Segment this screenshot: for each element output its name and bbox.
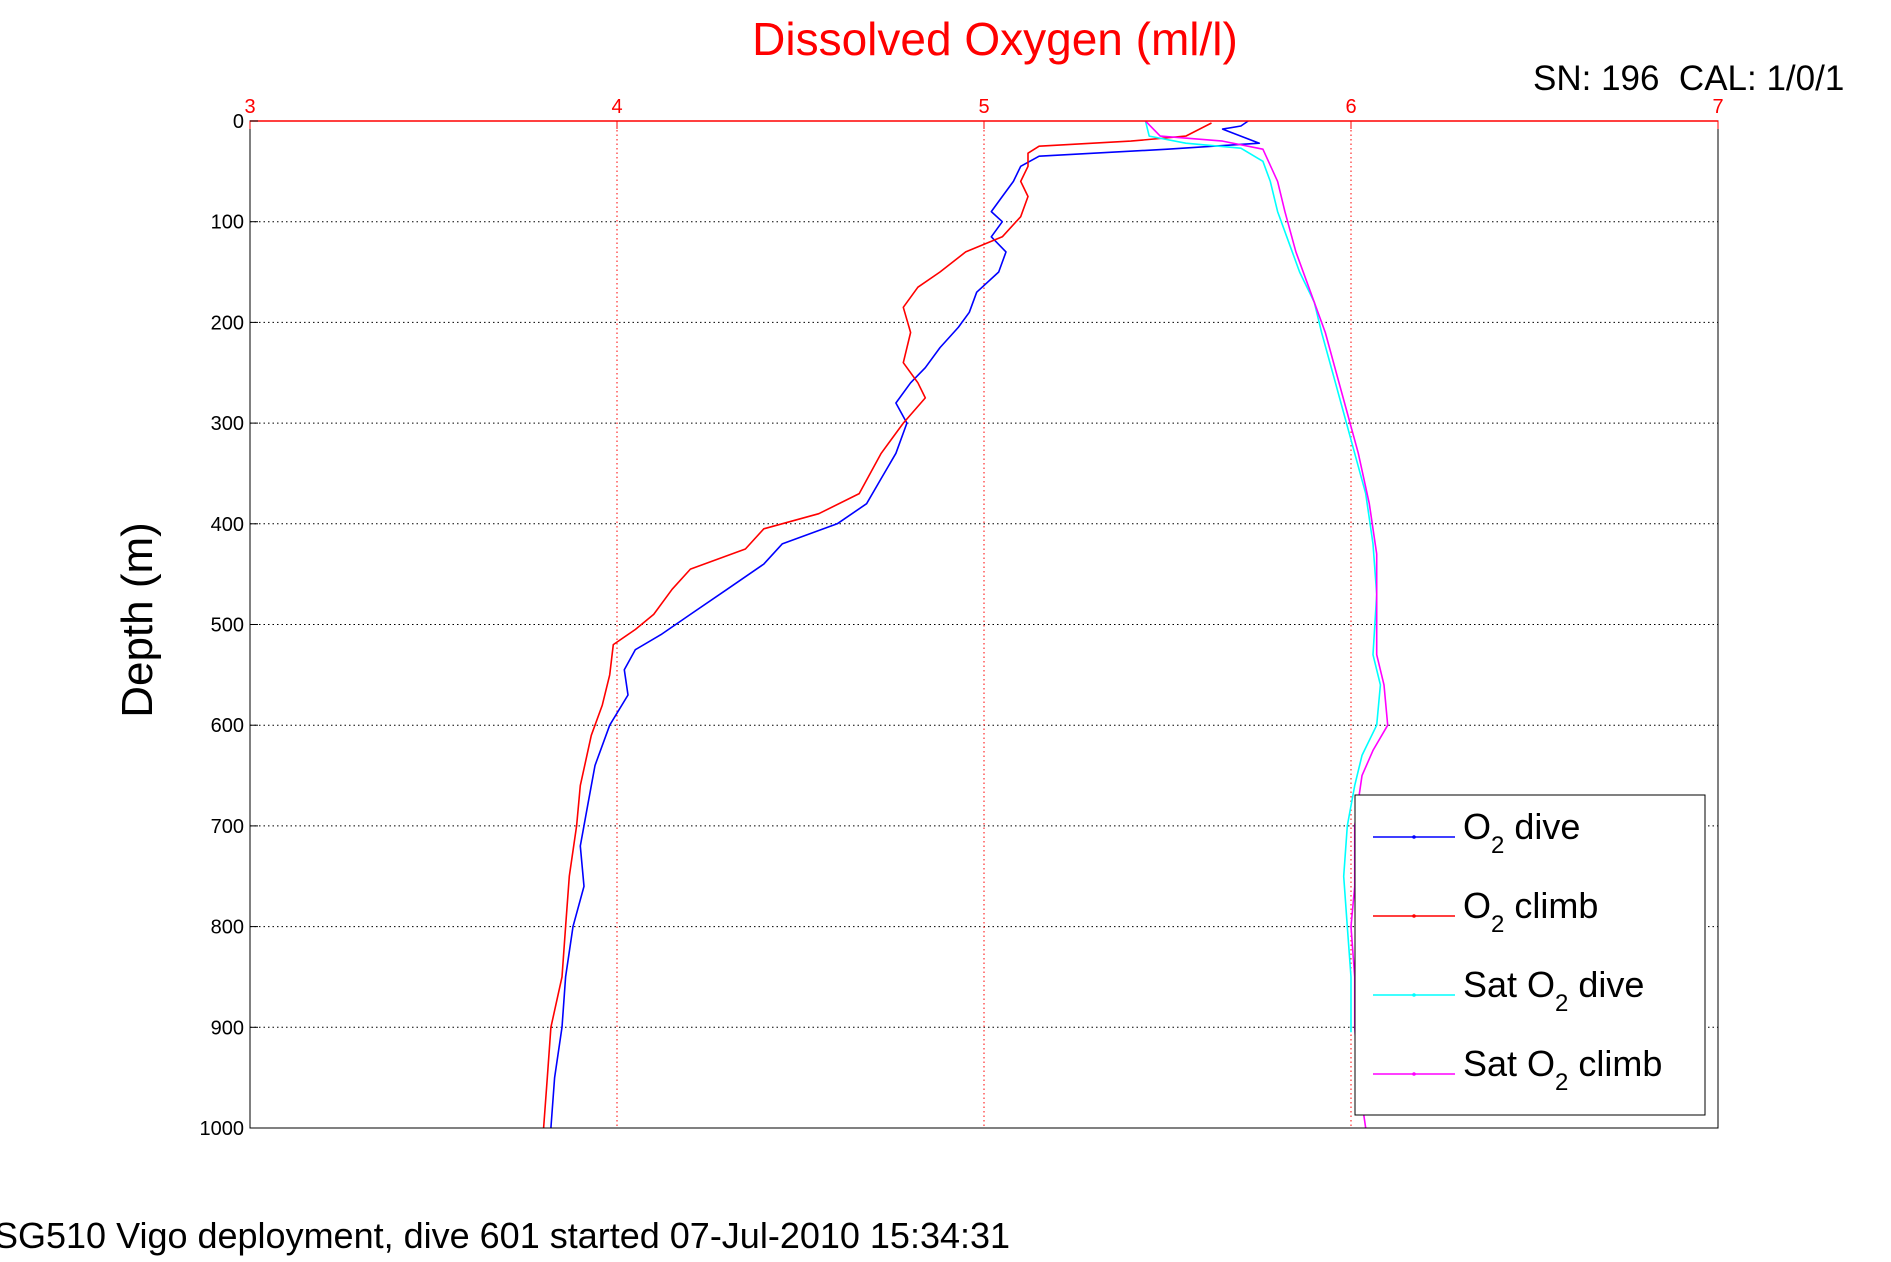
y-tick-label: 900 [211,1017,244,1039]
legend-marker [1412,993,1416,997]
legend-entry: O2 dive [1463,806,1580,859]
y-tick-label: 400 [211,514,244,536]
serial-calibration-text: SN: 196 CAL: 1/0/1 [1533,59,1844,98]
legend-entry: Sat O2 climb [1463,1043,1662,1096]
series-line-1 [550,120,1261,1129]
x-tick-label: 5 [978,96,989,118]
y-tick-label: 300 [211,413,244,435]
legend-entry: Sat O2 dive [1463,964,1644,1017]
legend: O2 dive O2 climb Sat O2 dive Sat O2 climb [1354,794,1706,1116]
data-series [542,120,1389,1129]
x-tick-label: 4 [611,96,622,118]
legend-entry: O2 climb [1463,885,1598,938]
y-tick-label: 100 [211,212,244,234]
x-tick-label: 3 [244,96,255,118]
y-tick-label: 800 [211,917,244,939]
y-tick-label: 500 [211,615,244,637]
series-line-4 [1144,120,1389,1129]
figure-caption: SG510 Vigo deployment, dive 601 started … [0,1215,1010,1256]
legend-marker [1412,835,1416,839]
x-axis-ticks: 3 4 5 6 7 [244,96,1724,129]
y-tick-label: 700 [211,816,244,838]
x-tick-label: 7 [1712,96,1723,118]
series-line-3 [1144,120,1382,1033]
x-tick-label: 6 [1345,96,1356,118]
legend-marker [1412,1072,1416,1076]
y-tick-label: 600 [211,715,244,737]
y-tick-label: 200 [211,312,244,334]
y-tick-label: 1000 [200,1118,245,1140]
y-tick-label: 0 [233,111,244,133]
legend-box [1354,794,1706,1116]
legend-marker [1412,914,1416,918]
y-axis-label: Depth (m) [113,522,162,718]
chart-title: Dissolved Oxygen (ml/l) [752,13,1238,65]
series-line-2 [542,122,1212,1129]
y-axis-ticks: 0 100 200 300 400 500 600 700 800 900 1000 [200,111,258,1140]
